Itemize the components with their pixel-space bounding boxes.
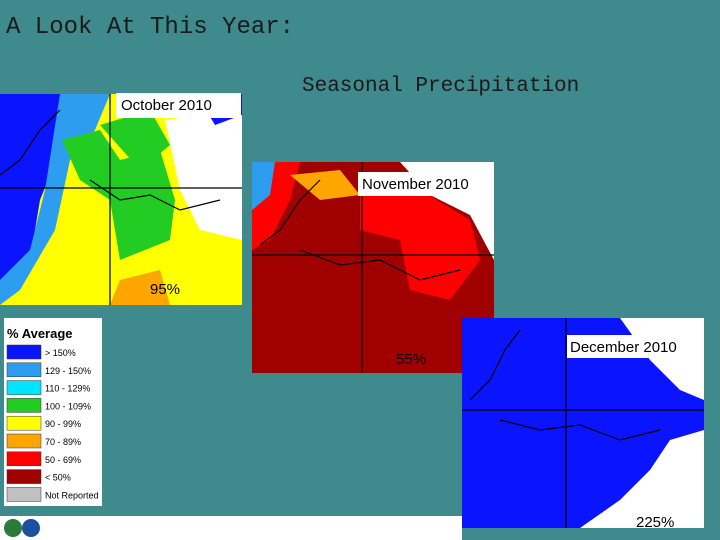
percent-box bbox=[392, 346, 434, 368]
legend-swatch bbox=[6, 433, 42, 449]
map-label-box bbox=[358, 172, 494, 196]
legend-swatch bbox=[6, 398, 42, 413]
legend-label: 110 - 129% bbox=[45, 384, 90, 394]
legend-swatch bbox=[6, 415, 42, 431]
legend-swatch bbox=[6, 380, 42, 395]
map-percent: 55% bbox=[396, 351, 426, 368]
logo bbox=[22, 519, 40, 537]
legend-label: 90 - 99% bbox=[45, 419, 81, 429]
legend-label: 129 - 150% bbox=[45, 366, 91, 376]
legend-swatch bbox=[6, 451, 42, 467]
legend-label: 50 - 69% bbox=[45, 455, 81, 465]
map-october bbox=[0, 94, 242, 305]
legend-title: % Average bbox=[7, 326, 73, 341]
map-percent: 225% bbox=[636, 514, 674, 531]
legend-label: < 50% bbox=[45, 473, 71, 483]
map-percent: 95% bbox=[150, 281, 180, 298]
map-label: December 2010 bbox=[570, 339, 677, 356]
legend-swatch bbox=[6, 487, 42, 502]
map-label: October 2010 bbox=[121, 97, 212, 114]
slide-title: A Look At This Year: bbox=[6, 14, 294, 41]
legend-swatch bbox=[6, 469, 42, 484]
logo bbox=[4, 519, 22, 537]
legend-label: > 150% bbox=[45, 348, 76, 358]
map-label-box bbox=[567, 335, 704, 358]
legend-label: Not Reported bbox=[45, 490, 99, 500]
legend-swatch bbox=[6, 344, 42, 360]
legend: % Average > 150% 129 - 150% 110 - 129% 100 … bbox=[4, 318, 102, 506]
map-label-box bbox=[116, 93, 241, 118]
legend-label: 70 - 89% bbox=[45, 437, 81, 447]
footer-bar bbox=[0, 516, 462, 540]
map-label: November 2010 bbox=[362, 176, 469, 193]
slide-subtitle: Seasonal Precipitation bbox=[302, 75, 579, 98]
legend-label: 100 - 109% bbox=[45, 401, 91, 411]
legend-swatch bbox=[6, 362, 42, 378]
